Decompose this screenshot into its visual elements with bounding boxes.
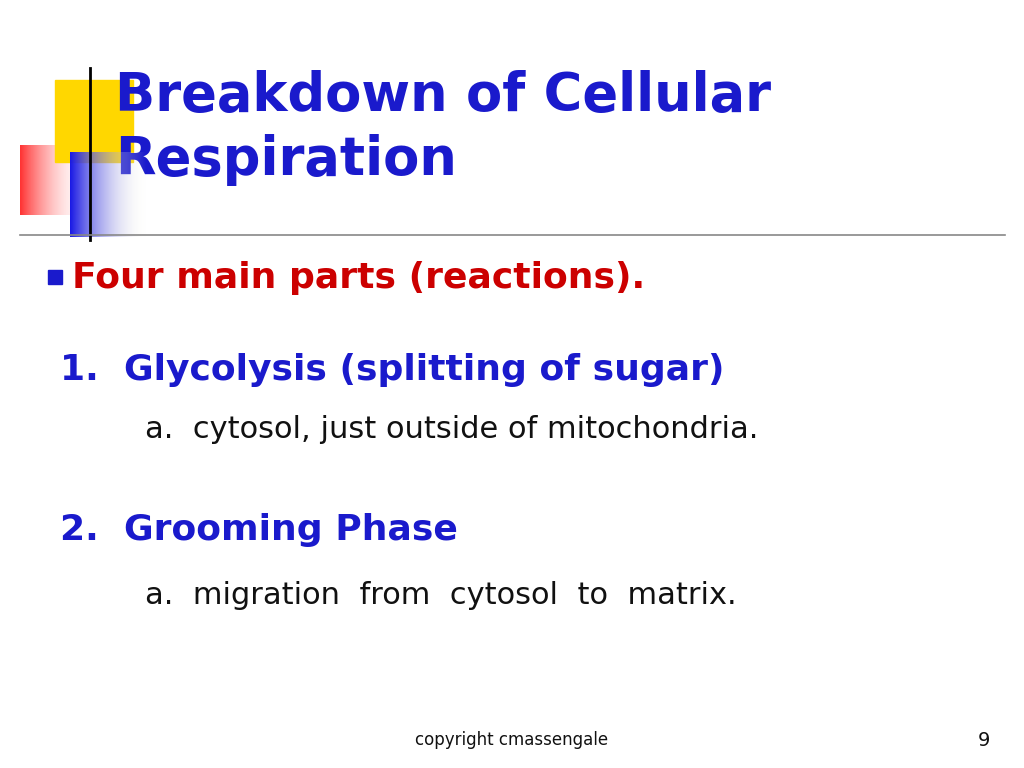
Text: 9: 9: [978, 730, 990, 750]
Text: a.  cytosol, just outside of mitochondria.: a. cytosol, just outside of mitochondria…: [145, 415, 759, 445]
Text: a.  migration  from  cytosol  to  matrix.: a. migration from cytosol to matrix.: [145, 581, 736, 610]
Text: 1.  Glycolysis (splitting of sugar): 1. Glycolysis (splitting of sugar): [60, 353, 725, 387]
Text: Breakdown of Cellular
Respiration: Breakdown of Cellular Respiration: [115, 70, 771, 186]
Bar: [48, 270, 62, 284]
Text: 2.  Grooming Phase: 2. Grooming Phase: [60, 513, 458, 547]
Text: copyright cmassengale: copyright cmassengale: [416, 731, 608, 749]
Bar: [55, 80, 133, 162]
Text: Four main parts (reactions).: Four main parts (reactions).: [72, 261, 645, 295]
